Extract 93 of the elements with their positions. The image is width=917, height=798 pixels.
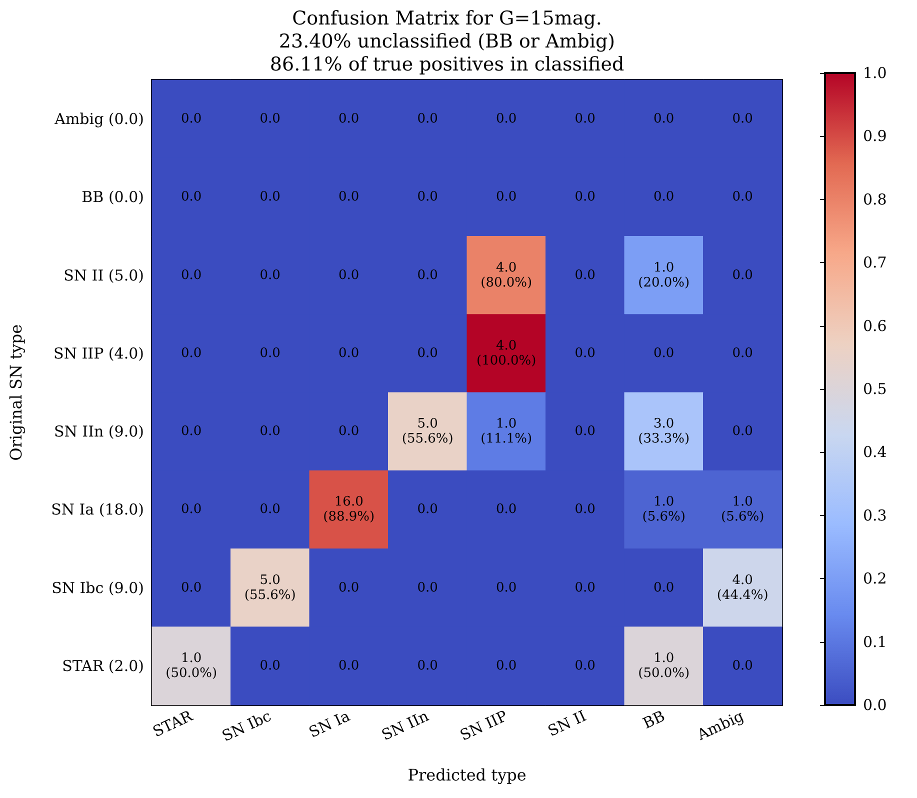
data-label: 0.0 xyxy=(181,346,202,361)
data-label: 0.0 xyxy=(260,424,280,440)
data-label: 0.0 xyxy=(417,658,438,674)
x-tick-label: STAR xyxy=(150,706,196,741)
data-label: 0.0 xyxy=(732,190,753,205)
data-label: 0.0 xyxy=(574,346,596,361)
data-label: 5.0 (55.6%) xyxy=(244,572,296,603)
color-bar-label: 0.2 xyxy=(863,570,887,588)
data-label: 0.0 xyxy=(496,190,517,205)
y-tick-label: SN IIn (9.0) xyxy=(54,422,144,441)
data-label: 0.0 xyxy=(417,346,438,361)
data-label: 0.0 xyxy=(181,268,202,283)
color-bar-label: 0.0 xyxy=(863,696,887,714)
data-label: 0.0 xyxy=(417,502,438,518)
color-bar-label: 0.6 xyxy=(863,316,887,335)
data-label: 4.0 (80.0%) xyxy=(480,260,532,290)
data-label: 1.0 (20.0%) xyxy=(638,260,690,290)
data-label: 0.0 xyxy=(417,190,438,205)
data-label: 4.0 (100.0%) xyxy=(476,338,536,368)
data-label: 5.0 (55.6%) xyxy=(402,416,454,447)
data-label: 16.0 (88.9%) xyxy=(323,494,375,525)
data-label: 0.0 xyxy=(574,112,596,127)
data-label: 0.0 xyxy=(181,580,202,596)
y-tick-label: SN Ibc (9.0) xyxy=(52,578,144,597)
y-tick-label: SN Ia (18.0) xyxy=(51,500,144,519)
data-label: 0.0 xyxy=(574,658,596,674)
x-tick-label: SN Ia xyxy=(306,706,353,742)
data-label: 0.0 xyxy=(181,190,202,205)
data-label: 0.0 xyxy=(260,190,280,205)
data-label: 0.0 xyxy=(338,112,360,127)
data-label: 0.0 xyxy=(338,580,360,596)
x-tick-label: SN II xyxy=(545,706,589,740)
data-label: 1.0 (5.6%) xyxy=(642,494,686,525)
chart-title: Confusion Matrix for G=15mag. 23.40% unclassified (BB or Ambig) 86.11% of true positives in classified xyxy=(270,8,624,76)
color-bar-label: 0.7 xyxy=(863,254,887,272)
data-label: 0.0 xyxy=(417,112,438,127)
data-label: 0.0 xyxy=(181,502,202,518)
y-tick-label: SN IIP (4.0) xyxy=(54,344,144,362)
data-label: 0.0 xyxy=(574,190,596,205)
data-label: 0.0 xyxy=(338,190,360,205)
x-tick-label: SN IIP xyxy=(457,706,510,744)
data-label: 0.0 xyxy=(732,268,753,283)
color-bar-label: 0.8 xyxy=(863,190,887,208)
data-label: 0.0 xyxy=(654,112,674,127)
data-label: 0.0 xyxy=(338,268,360,283)
data-label: 0.0 xyxy=(496,112,517,127)
data-label: 0.0 xyxy=(654,190,674,205)
data-label: 0.0 xyxy=(654,580,674,596)
data-label: 0.0 xyxy=(496,502,517,518)
data-label: 0.0 xyxy=(260,658,280,674)
data-label: 1.0 (50.0%) xyxy=(166,650,218,681)
data-label: 0.0 xyxy=(732,424,753,440)
x-tick-label: SN Ibc xyxy=(219,706,274,746)
color-bar-label: 0.3 xyxy=(863,506,887,524)
data-label: 0.0 xyxy=(181,112,202,127)
data-label: 1.0 (11.1%) xyxy=(480,416,532,447)
y-tick-label: BB (0.0) xyxy=(82,188,144,206)
data-label: 0.0 xyxy=(654,346,674,361)
data-label: 0.0 xyxy=(496,580,517,596)
data-label: 0.0 xyxy=(574,424,596,440)
x-tick-label: BB xyxy=(640,706,668,732)
data-label: 0.0 xyxy=(732,112,753,127)
data-label: 1.0 (50.0%) xyxy=(638,650,690,681)
data-label: 0.0 xyxy=(574,268,596,283)
y-axis-title: Original SN type xyxy=(6,324,26,461)
data-label: 3.0 (33.3%) xyxy=(638,416,690,447)
y-tick-label: Ambig (0.0) xyxy=(54,110,144,128)
color-bar-label: 1.0 xyxy=(863,64,887,82)
color-bar-label: 0.1 xyxy=(863,632,887,651)
data-label: 0.0 xyxy=(496,658,517,674)
color-bar-label: 0.4 xyxy=(863,443,887,462)
data-label: 0.0 xyxy=(417,580,438,596)
x-tick-label: SN IIn xyxy=(378,706,432,744)
data-label: 1.0 (5.6%) xyxy=(721,494,764,525)
y-tick-label: STAR (2.0) xyxy=(62,656,144,675)
data-label: 0.0 xyxy=(260,112,280,127)
data-label: 0.0 xyxy=(732,346,753,361)
data-label: 0.0 xyxy=(338,424,360,440)
color-bar-label: 0.9 xyxy=(863,127,887,146)
data-label: 0.0 xyxy=(260,502,280,518)
x-axis-title: Predicted type xyxy=(408,766,526,784)
data-label: 0.0 xyxy=(338,658,360,674)
data-label: 0.0 xyxy=(181,424,202,440)
data-label: 0.0 xyxy=(417,268,438,283)
data-label: 0.0 xyxy=(732,658,753,674)
y-tick-label: SN II (5.0) xyxy=(64,266,144,284)
data-label: 0.0 xyxy=(260,268,280,283)
data-label: 0.0 xyxy=(338,346,360,361)
data-label: 0.0 xyxy=(574,502,596,518)
color-bar-label: 0.5 xyxy=(863,380,887,398)
data-label: 4.0 (44.4%) xyxy=(716,572,768,603)
data-label: 0.0 xyxy=(574,580,596,596)
data-label: 0.0 xyxy=(260,346,280,361)
